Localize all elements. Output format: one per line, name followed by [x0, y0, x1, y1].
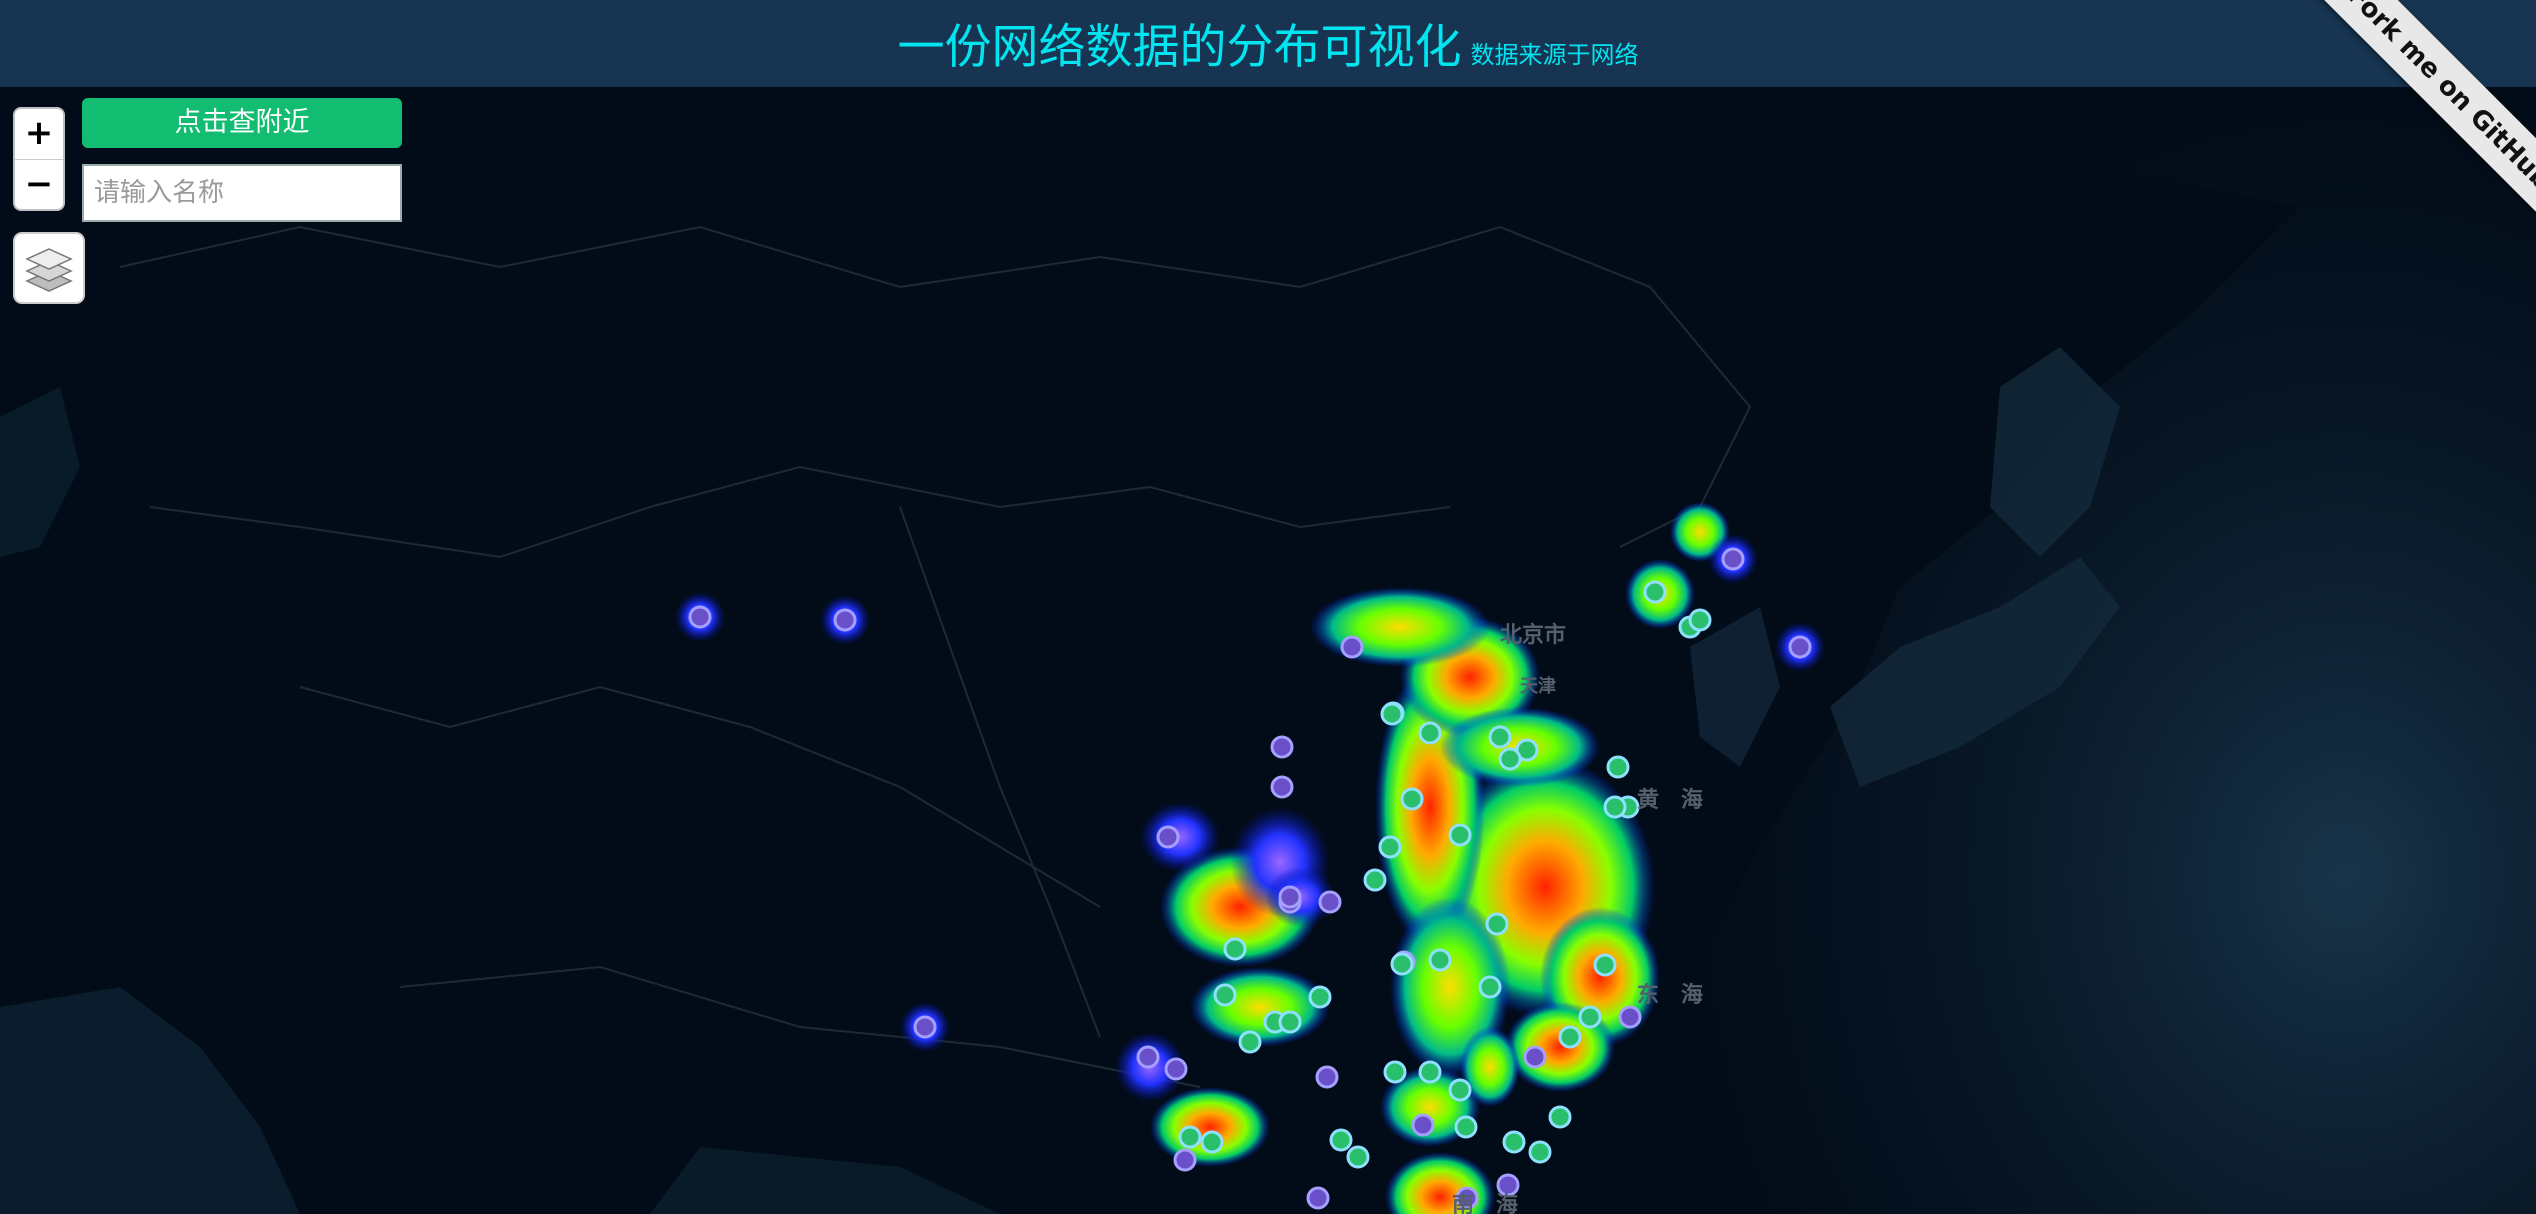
zoom-in-button[interactable]: +	[24, 113, 54, 153]
map-label-beijing: 北京市	[1500, 623, 1567, 648]
map-label-east-sea: 东 海	[1637, 983, 1704, 1008]
header-bar: 一份网络数据的分布可视化 数据来源于网络	[0, 0, 2536, 87]
github-ribbon[interactable]: Fork me on GitHub	[2296, 0, 2536, 240]
zoom-control: + −	[13, 107, 65, 211]
map-background	[0, 87, 2536, 1214]
github-ribbon-label[interactable]: Fork me on GitHub	[2313, 0, 2536, 224]
zoom-out-button[interactable]: −	[15, 159, 63, 210]
layers-icon	[25, 248, 73, 292]
point-markers-warm	[1178, 580, 1712, 1169]
map-canvas[interactable]: 北京市 天津 黄 海 东 海 南 海	[0, 87, 2536, 1214]
map-label-yellow-sea: 黄 海	[1637, 788, 1704, 813]
map-label-tianjin: 天津	[1520, 676, 1556, 697]
page-subtitle: 数据来源于网络	[1470, 41, 1639, 69]
layers-control-button[interactable]	[13, 232, 85, 304]
nearby-button[interactable]: 点击查附近	[82, 98, 402, 148]
page-title: 一份网络数据的分布可视化	[897, 20, 1462, 75]
point-markers	[688, 547, 1812, 1210]
map-label-south-sea: 南 海	[1452, 1193, 1519, 1214]
search-input[interactable]	[82, 164, 402, 222]
